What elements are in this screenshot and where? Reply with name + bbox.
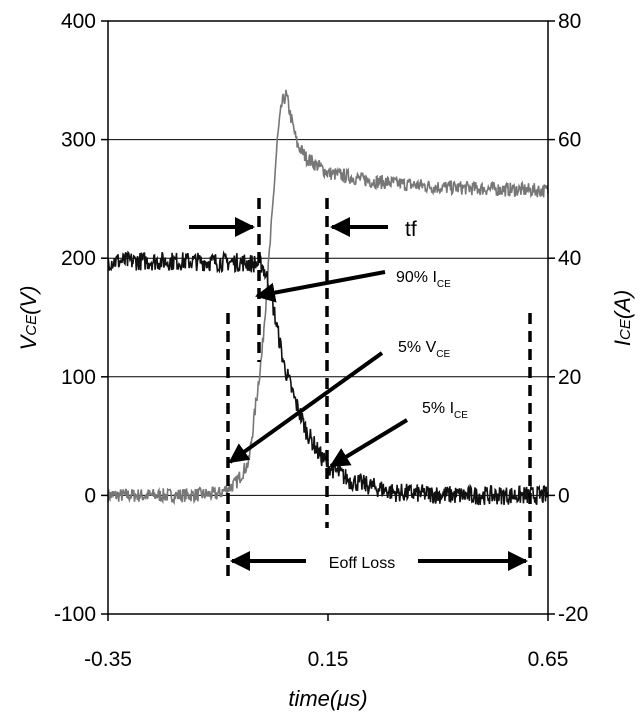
annotation-5pct-ice-sub: CE: [454, 410, 468, 421]
annotation-tf: tf: [405, 218, 417, 241]
x-tick-label: 0.15: [308, 648, 349, 671]
y-right-tick-label: 60: [558, 129, 581, 152]
y-right-tick-label: 80: [558, 10, 581, 33]
y-right-tick-label: 0: [558, 484, 570, 507]
series-vce-line: [107, 89, 549, 506]
annotation-90pct-ice-main: 90% I: [396, 269, 437, 286]
y-left-tick-label: 300: [61, 129, 96, 152]
eoff-label-background: [306, 548, 418, 574]
y-right-axis-title: ICE(A): [610, 290, 635, 346]
tick-marks: [101, 20, 555, 621]
y-right-tick-label: 40: [558, 247, 581, 270]
annotation-5pct-ice-main: 5% I: [422, 400, 454, 417]
y-left-title-sub: CE: [23, 314, 40, 336]
annotation-5pct-ice: 5% ICE: [422, 400, 468, 421]
y-left-axis-title: VCE(V): [16, 286, 41, 351]
series-layer: [107, 89, 549, 506]
y-right-title-rest: (A): [610, 290, 635, 319]
arrow-5pct-ice: [329, 418, 409, 468]
y-left-title-rest: (V): [16, 286, 41, 315]
y-right-tick-label: -20: [558, 603, 588, 626]
x-axis-title: time(μs): [288, 686, 367, 711]
y-left-tick-label: 400: [61, 10, 96, 33]
dashed-markers: [226, 198, 532, 583]
annotation-5pct-vce-sub: CE: [436, 349, 450, 360]
y-right-title-main: I: [610, 340, 635, 346]
x-tick-label: 0.65: [528, 648, 569, 671]
annotation-90pct-ice: 90% ICE: [396, 269, 451, 290]
y-left-tick-label: 100: [61, 366, 96, 389]
y-left-tick-label: 0: [84, 484, 96, 507]
annotation-5pct-vce: 5% VCE: [398, 339, 450, 360]
y-right-title-sub: CE: [617, 318, 634, 340]
y-left-tick-label: 200: [61, 247, 96, 270]
y-left-title-main: V: [16, 333, 41, 350]
arrow-90pct-ice: [255, 270, 386, 303]
annotation-arrows: [189, 217, 528, 571]
annotation-90pct-ice-sub: CE: [437, 279, 451, 290]
series-ice-line: [107, 250, 549, 506]
y-left-tick-label: -100: [54, 603, 96, 626]
tick-labels: -100 0 100 200 300 400 -20 0 20 40 60 80 -0.35 0.15 0.…: [54, 10, 588, 671]
annotation-5pct-vce-main: 5% V: [398, 339, 437, 356]
annotation-eoff-loss: Eoff Loss: [329, 555, 395, 572]
x-tick-label: -0.35: [84, 648, 132, 671]
y-right-tick-label: 20: [558, 366, 581, 389]
arrow-5pct-vce: [228, 351, 384, 464]
